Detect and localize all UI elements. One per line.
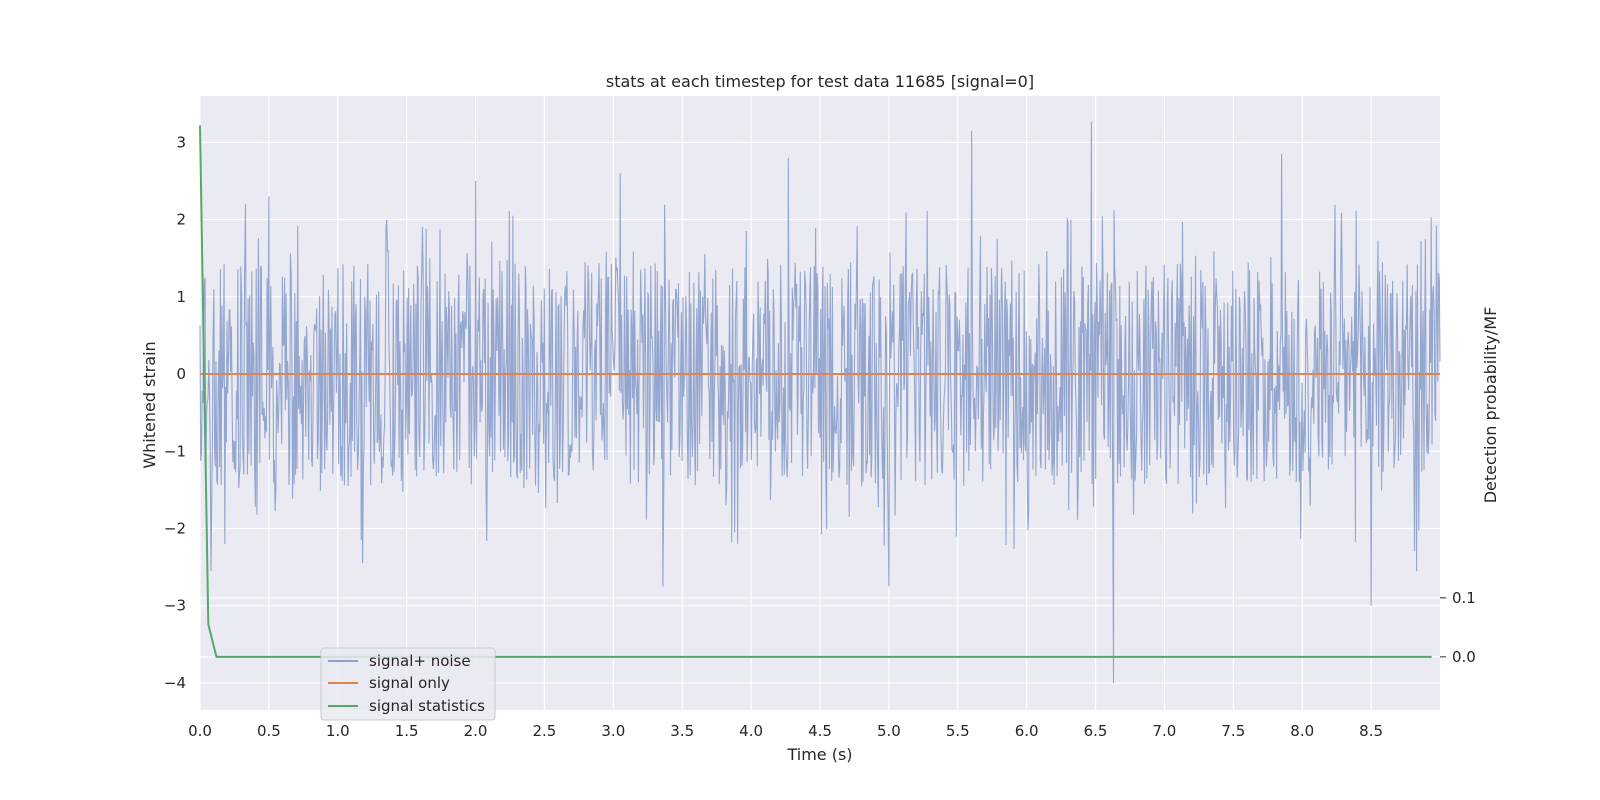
x-axis-label: Time (s) <box>786 745 852 764</box>
y-tick-label: −3 <box>164 597 186 615</box>
y-tick-label: −2 <box>164 520 186 538</box>
x-tick-label: 3.0 <box>601 722 625 740</box>
x-tick-label: 6.0 <box>1015 722 1039 740</box>
x-tick-label: 1.5 <box>395 722 419 740</box>
legend-label-signal-noise: signal+ noise <box>369 652 471 670</box>
y-tick-label: −1 <box>164 442 186 460</box>
series-signal-statistics-line <box>199 125 1432 658</box>
y-tick-labels: 3 2 1 0 −1 −2 −3 −4 <box>164 133 186 692</box>
x-tick-label: 0.0 <box>188 722 212 740</box>
y-tick-label: 0 <box>176 365 186 383</box>
legend-label-signal-only: signal only <box>369 674 450 692</box>
legend-box <box>320 647 496 721</box>
y2-tick-label: 0.1 <box>1452 589 1476 607</box>
x-tick-label: 5.0 <box>877 722 901 740</box>
y2-tick-label: 0.0 <box>1452 648 1476 666</box>
y-tick-label: 3 <box>176 133 186 151</box>
x-tick-label: 4.5 <box>808 722 832 740</box>
y-tick-label: 2 <box>176 211 186 229</box>
x-tick-label: 7.5 <box>1221 722 1245 740</box>
legend: signal+ noise signal only signal statist… <box>320 647 496 721</box>
x-tick-label: 5.5 <box>946 722 970 740</box>
series-layer <box>199 125 1440 658</box>
y2-axis-label: Detection probability/MF <box>1481 307 1500 504</box>
x-tick-label: 0.5 <box>257 722 281 740</box>
y-axis-label: Whitened strain <box>140 341 159 468</box>
x-tick-label: 1.0 <box>326 722 350 740</box>
x-tick-labels: 0.0 0.5 1.0 1.5 2.0 2.5 3.0 3.5 4.0 4.5 5.0 5.5 6.0 6… <box>188 722 1383 740</box>
x-tick-label: 8.5 <box>1359 722 1383 740</box>
y-tick-label: 1 <box>176 288 186 306</box>
y2-tick-labels: 0.1 0.0 <box>1440 589 1476 666</box>
x-tick-label: 3.5 <box>670 722 694 740</box>
x-tick-label: 4.0 <box>739 722 763 740</box>
x-tick-label: 7.0 <box>1153 722 1177 740</box>
chart-title: stats at each timestep for test data 116… <box>606 72 1034 91</box>
x-tick-label: 2.0 <box>464 722 488 740</box>
legend-label-signal-statistics: signal statistics <box>369 697 485 715</box>
x-tick-label: 2.5 <box>533 722 557 740</box>
x-tick-label: 6.5 <box>1084 722 1108 740</box>
noise-layer <box>199 121 1441 684</box>
y-tick-label: −4 <box>164 674 186 692</box>
series-signal-noise-line <box>199 121 1441 684</box>
x-tick-label: 8.0 <box>1290 722 1314 740</box>
